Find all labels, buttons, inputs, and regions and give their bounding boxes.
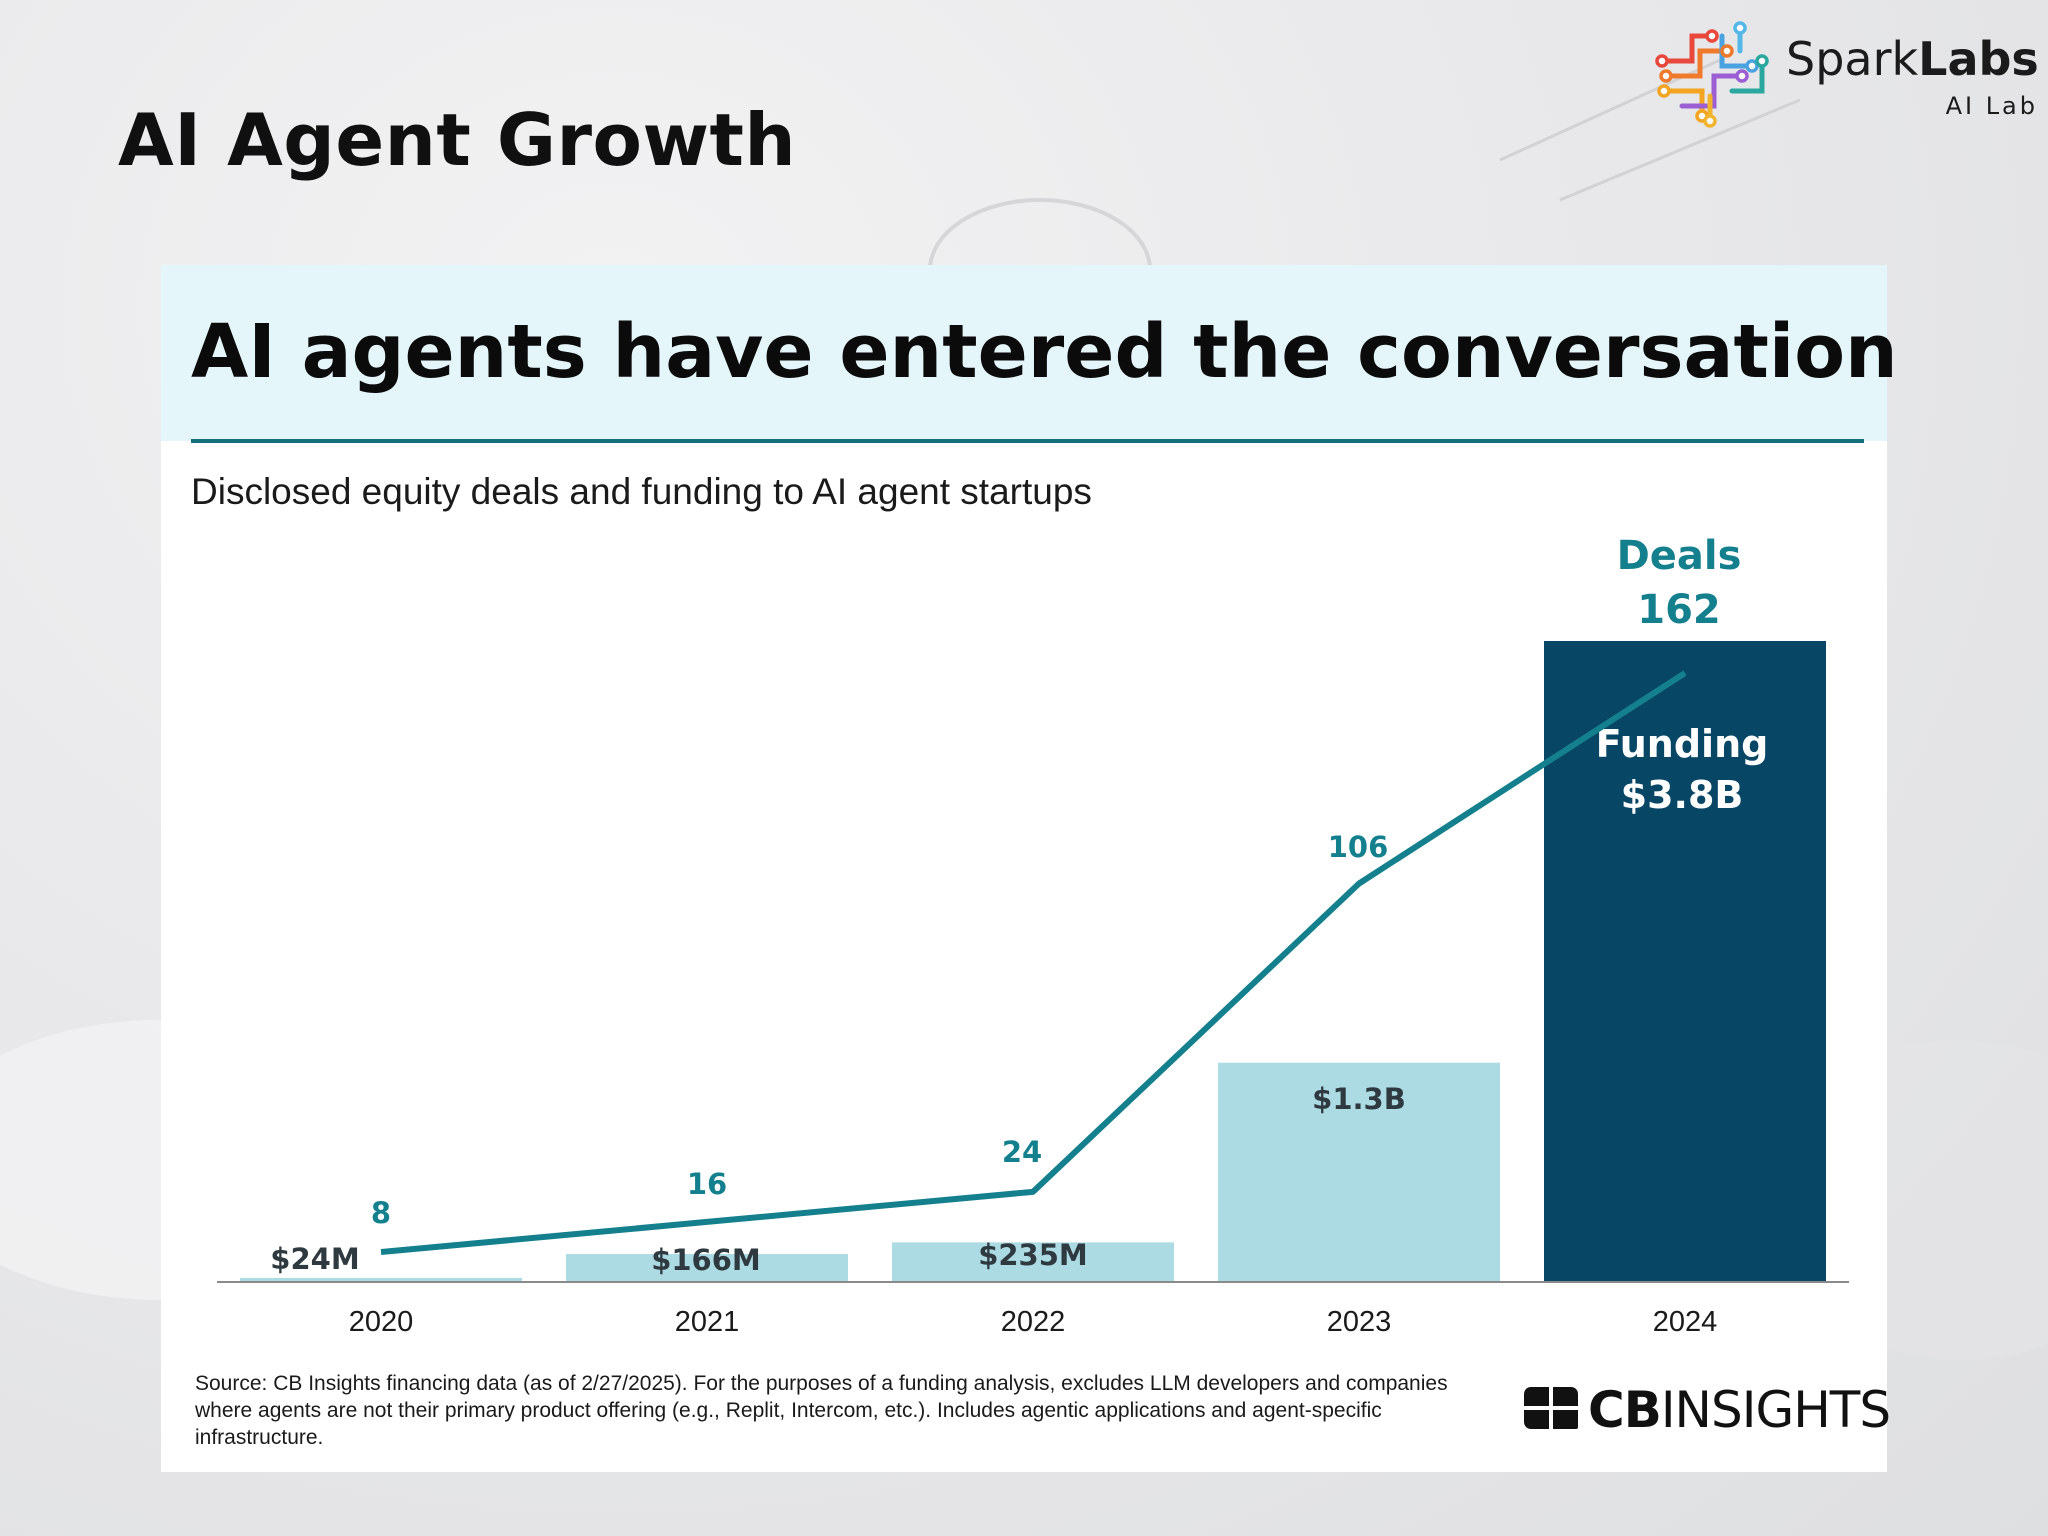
logo-subtitle: AI Lab (1945, 92, 2038, 120)
slide-title: AI Agent Growth (118, 98, 797, 182)
title-divider (191, 439, 1864, 443)
x-tick-label-2021: 2021 (675, 1306, 740, 1338)
x-tick-label-2020: 2020 (349, 1306, 414, 1338)
funding-bar-2022 (892, 1242, 1174, 1282)
deals-label-2021: 16 (687, 1167, 727, 1201)
deals-label-2022: 24 (1002, 1135, 1042, 1169)
deals-line (380, 670, 1687, 1255)
deals-label-2020: 8 (371, 1196, 391, 1230)
chart-title: AI agents have entered the conversation (191, 309, 1898, 395)
source-note: Source: CB Insights financing data (as o… (195, 1372, 1448, 1449)
funding-deals-chart: 2020 2021 2022 2023 2024 $24M $166M $235M $1.3B F… (217, 533, 1849, 1338)
x-tick-label-2024: 2024 (1653, 1306, 1718, 1338)
x-tick-label-2022: 2022 (1001, 1306, 1066, 1338)
sparklabs-logo: SparkLabs AI Lab (1652, 16, 2048, 131)
circuit-icon (1655, 21, 1769, 128)
logo-wordmark: SparkLabs (1786, 32, 2039, 86)
funding-bar-2021 (566, 1253, 848, 1282)
deals-label-2023: 106 (1328, 830, 1389, 864)
funding-bar-2024 (1544, 641, 1826, 1282)
cbinsights-logo: CBINSIGHTS (1524, 1381, 1891, 1439)
cbinsights-mark-icon (1524, 1387, 1578, 1429)
funding-label-2024: $3.8B (1621, 773, 1744, 817)
chart-card: AI agents have entered the conversation … (161, 265, 1898, 1472)
funding-header-label: Funding (1596, 722, 1769, 766)
funding-label-2020: $24M (270, 1242, 359, 1276)
funding-label-2021: $166M (651, 1243, 761, 1277)
funding-label-2022: $235M (978, 1238, 1088, 1272)
card-header (161, 265, 1887, 441)
cbinsights-wordmark: CBINSIGHTS (1588, 1381, 1891, 1439)
x-tick-label-2023: 2023 (1327, 1306, 1392, 1338)
funding-label-2023: $1.3B (1312, 1082, 1406, 1116)
funding-bar-2023 (1218, 1062, 1500, 1282)
funding-bar-2020 (240, 1277, 522, 1282)
deals-header-label: Deals (1617, 533, 1742, 579)
chart-subtitle: Disclosed equity deals and funding to AI… (191, 471, 1092, 512)
deals-label-2024: 162 (1637, 587, 1721, 633)
